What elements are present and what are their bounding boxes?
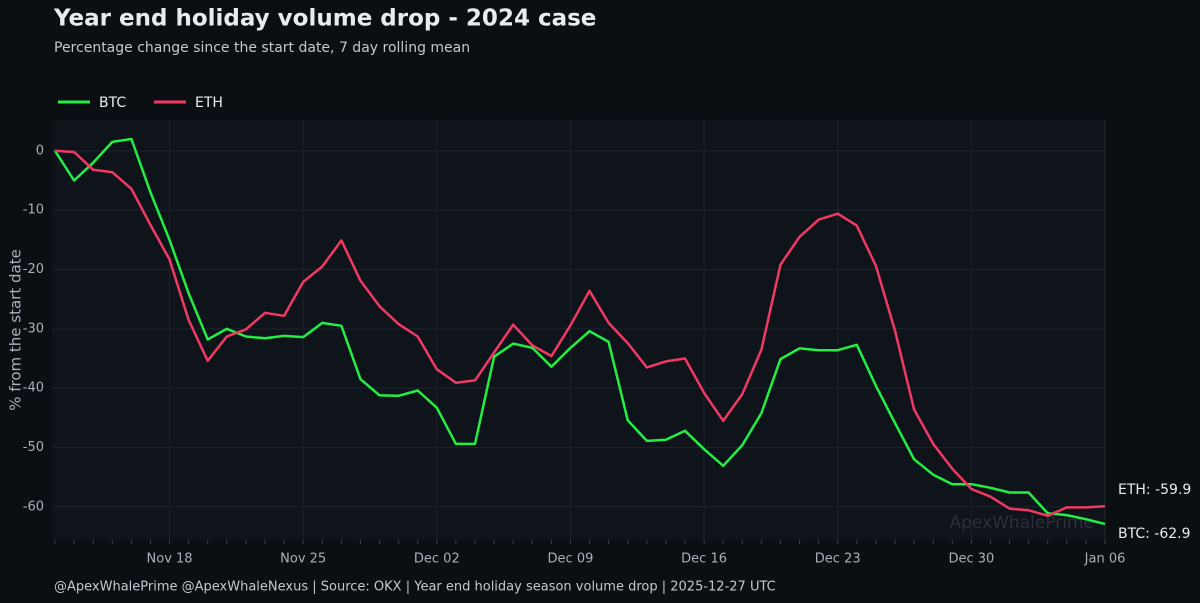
lines (53, 137, 1106, 526)
end-label: ETH: -59.9 (1118, 482, 1191, 498)
chart-title: Year end holiday volume drop - 2024 case (53, 6, 596, 32)
x-tick-label: Dec 09 (548, 552, 594, 567)
x-tick-label: Nov 25 (280, 552, 326, 567)
series-line (53, 137, 1106, 526)
y-tick-label: -20 (23, 262, 44, 277)
legend-label: ETH (195, 95, 223, 111)
plot-area (52, 120, 1105, 540)
y-tick-label: -30 (23, 321, 44, 336)
y-tick-label: -60 (23, 499, 44, 514)
series-line (54, 149, 1106, 517)
x-tick-label: Dec 02 (414, 552, 460, 567)
y-tick-label: -40 (23, 381, 44, 396)
y-tick-label: -10 (23, 203, 44, 218)
y-tick-label: 0 (36, 143, 44, 158)
x-tick-label: Dec 16 (681, 552, 727, 567)
x-tick-label: Jan 06 (1084, 552, 1126, 567)
y-tick-label: -50 (23, 440, 44, 455)
footer: @ApexWhalePrime @ApexWhaleNexus | Source… (54, 580, 776, 595)
end-label: BTC: -62.9 (1118, 526, 1191, 542)
legend-label: BTC (99, 95, 126, 111)
watermark: ApexWhalePrime (949, 513, 1094, 533)
x-tick-label: Nov 18 (147, 552, 193, 567)
y-axis-label: % from the start date (7, 249, 25, 411)
chart-subtitle: Percentage change since the start date, … (54, 40, 470, 56)
grid (52, 120, 1106, 544)
x-tick-label: Dec 30 (948, 552, 994, 567)
x-tick-label: Dec 23 (815, 552, 861, 567)
